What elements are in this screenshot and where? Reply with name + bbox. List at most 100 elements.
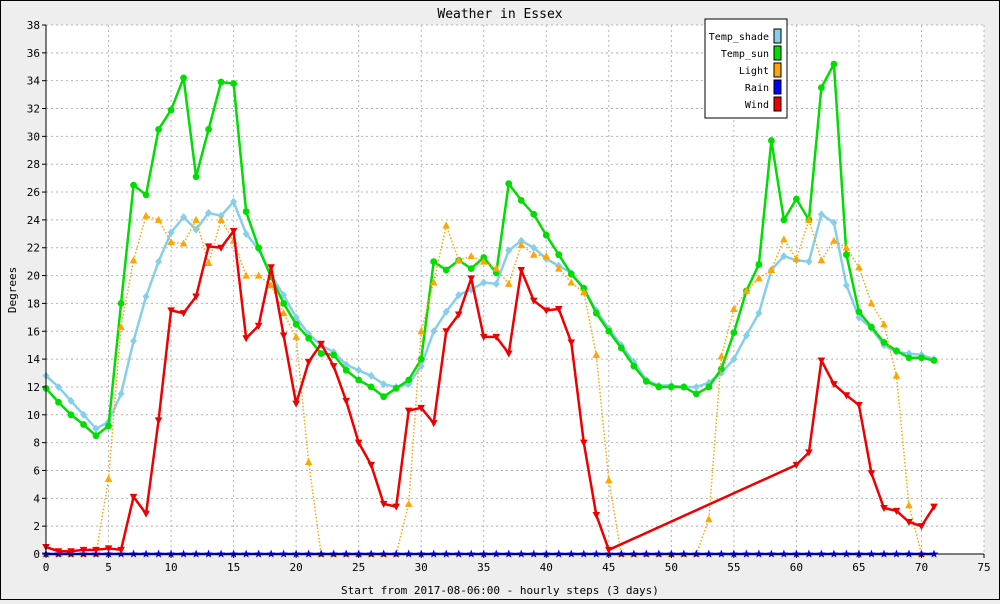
temp-sun-point [567, 270, 575, 278]
temp-sun-point [918, 354, 925, 362]
temp-sun-point [480, 254, 488, 261]
light-point [267, 281, 275, 289]
chart-title: Weather in Essex [437, 7, 562, 22]
temp-sun-point [517, 197, 525, 204]
wind-point [179, 310, 188, 318]
temp-sun-point [230, 80, 238, 87]
light-point [892, 371, 901, 379]
light-point [204, 259, 213, 267]
light-point [605, 476, 613, 484]
temp-sun-point [893, 347, 900, 355]
y-tick-label: 24 [27, 214, 41, 227]
y-tick-label: 14 [27, 353, 41, 366]
temp-sun-point [430, 258, 438, 266]
wind-point [167, 307, 175, 315]
temp-sun-point [705, 383, 713, 391]
legend-label-rain: Rain [745, 83, 769, 94]
wind-point [417, 404, 425, 412]
temp-sun-point [317, 350, 325, 357]
y-tick-label: 6 [33, 464, 40, 477]
temp-sun-point [717, 365, 725, 373]
temp-sun-point [130, 181, 137, 189]
legend-box [704, 18, 788, 119]
wind-point [79, 546, 88, 554]
temp-sun-point [405, 376, 413, 384]
temp-sun-point [818, 84, 825, 92]
temp-sun-point [780, 216, 788, 224]
x-tick-label: 65 [852, 561, 865, 574]
light-point [492, 264, 501, 272]
temp-sun-point [242, 208, 250, 215]
temp-sun-point [767, 137, 775, 144]
temp-shade-point [780, 252, 788, 261]
legend-swatch-temp-shade [773, 28, 782, 44]
temp-sun-point [155, 126, 162, 133]
temp-sun-point [367, 383, 375, 391]
temp-sun-point [330, 351, 338, 359]
temp-shade-point [130, 337, 138, 346]
x-tick-label: 35 [477, 561, 490, 574]
temp-shade-point [80, 410, 88, 419]
temp-shade-point [442, 307, 450, 316]
light-point [442, 221, 451, 229]
wind-point [442, 328, 451, 336]
wind-point [454, 311, 463, 319]
x-tick-label: 25 [352, 561, 365, 574]
x-tick-label: 70 [915, 561, 928, 574]
wind-point [292, 400, 300, 408]
wind-point [792, 461, 801, 469]
light-point [192, 215, 200, 223]
wind-point [842, 392, 851, 400]
light-point [242, 271, 250, 279]
wind-point [329, 363, 338, 371]
light-point [855, 263, 863, 271]
temp-sun-point [730, 329, 738, 337]
temp-shade-point [692, 382, 700, 391]
wind-point [567, 339, 576, 347]
temp-shade-point [142, 292, 150, 301]
temp-sun-point [355, 376, 363, 384]
light-point [142, 211, 150, 219]
light-line [46, 214, 923, 555]
wind-point [817, 357, 826, 365]
temp-sun-point [192, 173, 200, 181]
temp-sun-point [580, 284, 588, 292]
y-tick-label: 28 [27, 158, 40, 171]
light-point [717, 352, 726, 360]
wind-point [867, 470, 876, 478]
light-point [429, 278, 438, 286]
light-point [817, 256, 826, 264]
temp-shade-point [730, 355, 738, 364]
y-tick-label: 36 [27, 47, 40, 60]
legend: Temp_shade Temp_sun Light Rain Wind [704, 18, 788, 119]
light-point [279, 309, 288, 317]
temp-shade-point [230, 197, 238, 206]
legend-swatch-wind [773, 96, 782, 112]
temp-sun-point [680, 383, 688, 391]
wind-point [267, 264, 275, 272]
light-point [529, 250, 538, 258]
wind-point [129, 493, 138, 501]
temp-shade-point [742, 331, 750, 340]
temp-shade-point [455, 291, 463, 300]
light-point [805, 215, 813, 223]
temp-shade-point [180, 213, 188, 222]
y-tick-label: 0 [33, 548, 40, 561]
temp-sun-point [117, 300, 125, 307]
temp-sun-point [755, 261, 763, 268]
light-point [742, 286, 751, 294]
light-point [479, 257, 488, 265]
light-point [554, 264, 563, 272]
wind-point [242, 335, 250, 343]
y-tick-label: 34 [27, 75, 41, 88]
wind-point [542, 307, 551, 315]
wind-point [892, 507, 901, 515]
temp-sun-point [655, 383, 663, 391]
temp-sun-point [880, 339, 888, 346]
light-point [579, 288, 588, 296]
light-point [792, 254, 801, 262]
y-tick-label: 16 [27, 325, 40, 338]
legend-label-temp-shade: Temp_shade [709, 32, 769, 43]
x-tick-label: 30 [415, 561, 428, 574]
temp-shade-point [205, 208, 213, 217]
